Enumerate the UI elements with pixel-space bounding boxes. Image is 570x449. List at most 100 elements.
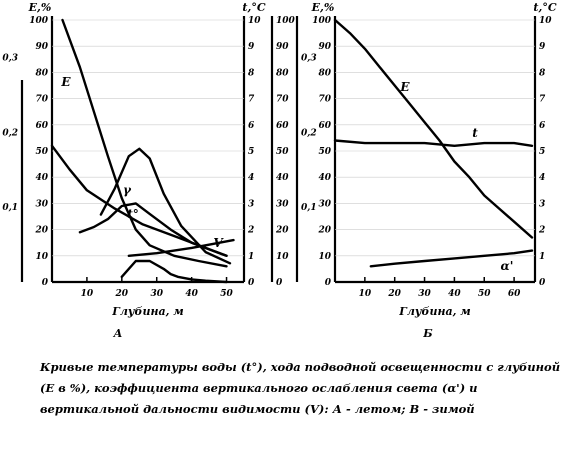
panel-label: А xyxy=(113,327,123,340)
y-tick-label: 8 xyxy=(248,68,255,78)
series-label: t xyxy=(472,126,478,140)
y-tick-label: 6 xyxy=(539,121,546,131)
y-tick-label: 70 xyxy=(276,95,289,105)
y-tick-label: 0,2 xyxy=(301,128,317,138)
y-tick-label: 0 xyxy=(42,278,49,288)
left-axis-title: E,% xyxy=(311,1,335,14)
x-axis-title: Глубина, м xyxy=(111,305,183,318)
y-tick-label: 10 xyxy=(248,16,261,26)
series-line xyxy=(50,144,228,258)
x-tick-label: 30 xyxy=(150,289,163,299)
caption-line: вертикальной дальности видимости (V): А … xyxy=(40,402,475,416)
x-tick-label: 40 xyxy=(185,289,198,299)
y-tick-label: 10 xyxy=(35,252,48,262)
y-tick-label: 0 xyxy=(248,278,255,288)
x-axis-title: Глубина, м xyxy=(398,305,470,318)
series-line xyxy=(61,18,228,268)
y-tick-label: 8 xyxy=(539,68,546,78)
series-label: E xyxy=(399,80,410,94)
y-tick-label: 9 xyxy=(539,42,546,52)
left-axis-title: E,% xyxy=(28,1,52,14)
figure-caption: Кривые температуры воды (t°), хода подво… xyxy=(40,357,561,420)
right-axis-title: t,°C xyxy=(242,1,265,14)
y-tick-label: 30 xyxy=(318,199,331,209)
right-axis-title: t,°C xyxy=(533,1,556,14)
caption-line: (E в %), коэффициента вертикального осла… xyxy=(40,381,478,395)
y-tick-label: 3 xyxy=(539,199,545,209)
y-tick-label: 30 xyxy=(35,199,48,209)
series-line xyxy=(369,249,534,268)
y-tick-label: 100 xyxy=(29,16,49,26)
y-tick-label: 20 xyxy=(34,226,48,236)
y-tick-label: 100 xyxy=(312,16,332,26)
x-tick-label: 20 xyxy=(387,289,401,299)
y-tick-label: 40 xyxy=(276,173,289,183)
y-tick-label: 30 xyxy=(276,199,289,209)
y-tick-label: 10 xyxy=(276,252,289,262)
series-line xyxy=(120,259,228,284)
y-tick-label: 50 xyxy=(276,147,289,157)
y-tick-label: 60 xyxy=(276,121,289,131)
y-tick-label: 100 xyxy=(276,16,296,26)
y-tick-label: 60 xyxy=(318,121,331,131)
y-tick-label: 50 xyxy=(318,147,331,157)
y-tick-label: 0,2 xyxy=(2,128,18,138)
x-tick-label: 10 xyxy=(81,289,94,299)
y-tick-label: 4 xyxy=(248,173,254,183)
series-label: E xyxy=(60,75,71,89)
y-tick-label: 80 xyxy=(276,68,289,78)
y-tick-label: 60 xyxy=(35,121,48,131)
series-line xyxy=(333,139,534,148)
y-tick-label: 7 xyxy=(248,95,255,105)
series-label: V xyxy=(213,236,224,250)
y-tick-label: 9 xyxy=(248,42,255,52)
y-tick-label: 70 xyxy=(35,95,48,105)
x-tick-label: 60 xyxy=(508,289,521,299)
series-line xyxy=(99,147,232,265)
y-tick-label: 2 xyxy=(247,226,254,236)
y-tick-label: 7 xyxy=(539,95,546,105)
y-tick-label: 20 xyxy=(275,226,289,236)
series-label: γ xyxy=(123,183,132,197)
y-tick-label: 1 xyxy=(539,252,545,262)
y-tick-label: 5 xyxy=(248,147,254,157)
y-tick-label: 0 xyxy=(276,278,283,288)
y-tick-label: 40 xyxy=(35,173,48,183)
x-tick-label: 50 xyxy=(478,289,491,299)
x-tick-label: 40 xyxy=(448,289,461,299)
caption-line: Кривые температуры воды (t°), хода подво… xyxy=(40,360,561,374)
y-tick-label: 3 xyxy=(248,199,254,209)
y-tick-label: 80 xyxy=(35,68,48,78)
series-line xyxy=(127,238,235,258)
series-label: t° xyxy=(127,207,139,221)
series-label: α' xyxy=(501,259,514,273)
panel-label: Б xyxy=(422,327,433,340)
y-tick-label: 0,1 xyxy=(2,203,18,213)
y-tick-label: 20 xyxy=(317,226,331,236)
y-tick-label: 90 xyxy=(318,42,331,52)
y-tick-label: 90 xyxy=(276,42,289,52)
y-tick-label: 0,3 xyxy=(2,53,18,63)
y-tick-label: 0 xyxy=(325,278,332,288)
y-tick-label: 0,1 xyxy=(301,203,317,213)
x-tick-label: 30 xyxy=(418,289,431,299)
y-tick-label: 0 xyxy=(539,278,546,288)
x-tick-label: 10 xyxy=(359,289,372,299)
series-line xyxy=(333,18,534,239)
y-tick-label: 5 xyxy=(539,147,545,157)
y-tick-label: 50 xyxy=(35,147,48,157)
x-tick-label: 20 xyxy=(115,289,129,299)
y-tick-label: 40 xyxy=(318,173,331,183)
y-tick-label: 10 xyxy=(539,16,552,26)
y-tick-label: 4 xyxy=(539,173,545,183)
y-tick-label: 70 xyxy=(318,95,331,105)
y-tick-label: 0,3 xyxy=(301,53,317,63)
y-tick-label: 80 xyxy=(318,68,331,78)
y-tick-label: 1 xyxy=(248,252,254,262)
y-tick-label: 6 xyxy=(248,121,255,131)
y-tick-label: 2 xyxy=(538,226,545,236)
x-tick-label: 50 xyxy=(220,289,233,299)
y-tick-label: 90 xyxy=(35,42,48,52)
y-tick-label: 10 xyxy=(318,252,331,262)
